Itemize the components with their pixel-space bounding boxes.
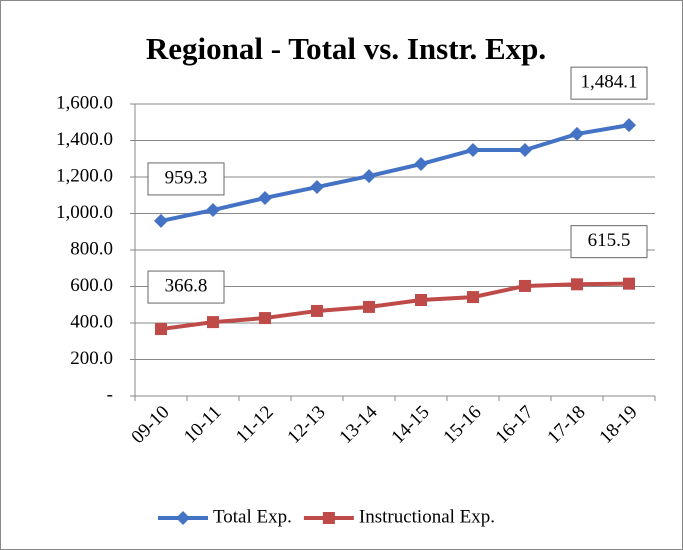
data-label-box: [147, 270, 225, 304]
data-point: [363, 300, 375, 313]
data-point: [362, 169, 376, 184]
data-point: [570, 126, 584, 141]
data-point: [623, 277, 635, 290]
data-label-box: [570, 66, 648, 100]
data-label-box: [147, 162, 225, 196]
y-tick-label: 800.0: [70, 238, 113, 259]
data-point: [414, 157, 428, 172]
data-point: [311, 304, 323, 317]
data-label: 615.5: [588, 230, 631, 251]
data-point: [519, 279, 531, 292]
series-line: [160, 123, 630, 223]
data-point: [155, 323, 167, 336]
data-point: [415, 294, 427, 307]
y-tick-label: 1,000.0: [56, 202, 113, 223]
y-tick-label: 200.0: [70, 348, 113, 369]
data-point: [259, 312, 271, 325]
y-tick-label: 600.0: [70, 275, 113, 296]
data-point: [310, 180, 324, 195]
series-line: [160, 281, 630, 332]
data-label: 366.8: [165, 275, 208, 296]
data-point: [466, 142, 480, 157]
data-point: [518, 142, 532, 157]
y-tick-label: 1,200.0: [56, 165, 113, 186]
legend-marker: [322, 512, 335, 524]
y-tick-label: -: [107, 384, 113, 405]
data-label: 959.3: [165, 167, 208, 188]
data-point: [467, 291, 479, 304]
y-tick-label: 1,600.0: [56, 92, 113, 113]
data-point: [258, 190, 272, 205]
legend-label: Total Exp.: [213, 506, 292, 527]
data-label: 1,484.1: [581, 72, 638, 93]
y-tick-label: 1,400.0: [56, 129, 113, 150]
data-point: [571, 278, 583, 291]
data-point: [154, 213, 168, 228]
legend-label: Instructional Exp.: [359, 506, 495, 527]
y-tick-label: 400.0: [70, 311, 113, 332]
chart-title: Regional - Total vs. Instr. Exp.: [146, 31, 546, 66]
legend-marker: [176, 511, 190, 525]
data-point: [207, 316, 219, 329]
data-label-box: [570, 225, 648, 259]
data-point: [622, 118, 636, 133]
data-point: [206, 203, 220, 218]
